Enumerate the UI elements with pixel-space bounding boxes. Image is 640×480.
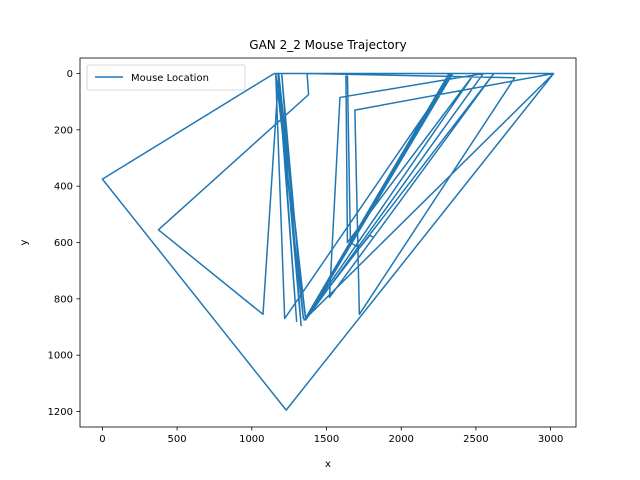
y-tick-label: 1000	[48, 351, 73, 362]
x-tick-label: 0	[99, 434, 105, 445]
x-tick-label: 3000	[538, 434, 563, 445]
y-tick-label: 600	[54, 238, 73, 249]
y-tick-label: 0	[67, 69, 73, 80]
series-line-0	[101, 72, 555, 411]
x-tick-label: 2000	[388, 434, 413, 445]
x-axis-label: x	[325, 459, 331, 470]
y-tick-label: 800	[54, 294, 73, 305]
x-axis: 0 500 1000 1500 2000 2500 3000	[99, 427, 563, 445]
x-tick-label: 500	[168, 434, 187, 445]
legend-box	[86, 64, 246, 91]
y-tick-label: 400	[54, 182, 73, 193]
plot-area	[101, 72, 555, 411]
x-tick-label: 2500	[463, 434, 488, 445]
legend: Mouse Location	[86, 64, 246, 91]
y-tick-label: 200	[54, 125, 73, 136]
chart-title: GAN 2_2 Mouse Trajectory	[249, 38, 406, 52]
y-axis: 0 200 400 600 800 1000 1200	[48, 69, 80, 418]
y-tick-label: 1200	[48, 407, 73, 418]
x-tick-label: 1500	[314, 434, 339, 445]
y-axis-label: y	[19, 239, 30, 245]
legend-label: Mouse Location	[131, 73, 209, 84]
x-tick-label: 1000	[239, 434, 264, 445]
